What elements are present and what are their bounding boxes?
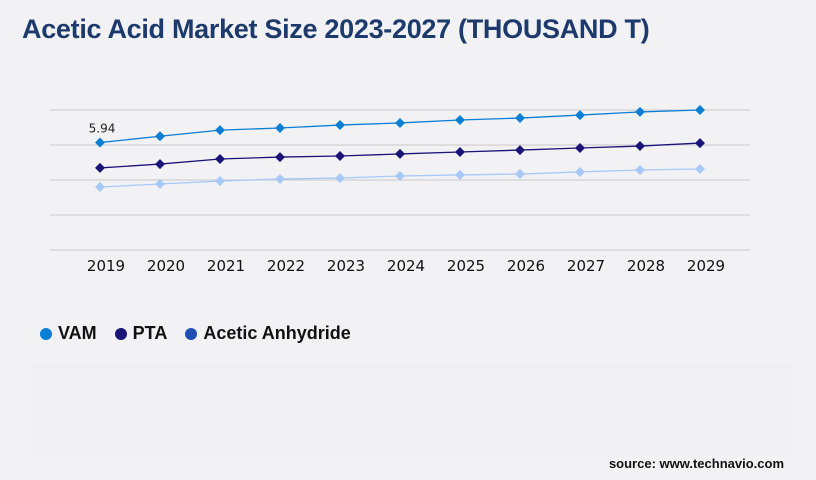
x-tick-label: 2021: [207, 257, 245, 275]
data-point-marker: [515, 145, 525, 156]
data-point-marker: [215, 176, 225, 187]
data-point-marker: [575, 110, 585, 121]
legend-item: VAM: [40, 323, 97, 344]
x-tick-label: 2019: [87, 257, 125, 275]
legend-item: PTA: [114, 323, 168, 344]
legend-marker-icon: [40, 327, 52, 340]
data-point-marker: [155, 179, 165, 190]
data-point-marker: [695, 163, 705, 174]
data-label: 5.94: [89, 122, 116, 136]
x-tick-label: 2024: [387, 257, 425, 275]
legend: VAM PTA Acetic Anhydride: [40, 323, 351, 344]
data-point-marker: [215, 125, 225, 136]
x-tick-label: 2028: [627, 257, 665, 275]
x-tick-label: 2020: [147, 257, 185, 275]
data-point-marker: [95, 137, 105, 148]
data-point-marker: [395, 170, 405, 181]
chart-title: Acetic Acid Market Size 2023-2027 (THOUS…: [22, 14, 650, 44]
data-point-marker: [515, 113, 525, 124]
data-point-marker: [635, 141, 645, 152]
data-point-marker: [335, 173, 345, 184]
data-point-marker: [575, 142, 585, 153]
data-point-marker: [275, 123, 285, 134]
data-point-marker: [395, 148, 405, 159]
data-point-marker: [335, 120, 345, 131]
data-point-marker: [635, 106, 645, 117]
data-point-marker: [155, 159, 165, 170]
source-text: source: www.technavio.com: [608, 456, 784, 471]
data-point-marker: [635, 165, 645, 176]
data-point-marker: [275, 173, 285, 184]
legend-item: Acetic Anhydride: [185, 323, 351, 344]
data-point-marker: [395, 117, 405, 128]
line-chart: 2019 2020 2021 2022 2023 2024 2025 2026 2027 2028…: [50, 105, 750, 275]
data-point-marker: [695, 105, 705, 115]
data-point-marker: [275, 152, 285, 163]
x-tick-label: 2023: [327, 257, 365, 275]
background-panel: [32, 365, 792, 455]
legend-label: VAM: [58, 323, 97, 343]
data-point-marker: [95, 182, 105, 192]
legend-marker-icon: [185, 327, 198, 340]
data-point-marker: [455, 114, 465, 125]
data-point-marker: [455, 147, 465, 157]
legend-label: PTA: [132, 323, 168, 343]
legend-label: Acetic Anhydride: [203, 323, 351, 343]
legend-marker-icon: [114, 327, 127, 340]
data-point-marker: [335, 151, 345, 162]
x-tick-label: 2022: [267, 257, 305, 275]
data-point-marker: [695, 138, 705, 149]
data-point-marker: [95, 162, 105, 173]
data-point-marker: [215, 154, 225, 164]
x-tick-label: 2026: [507, 257, 545, 275]
x-tick-label: 2029: [687, 257, 725, 275]
x-tick-label: 2027: [567, 257, 605, 275]
data-point-marker: [155, 131, 165, 142]
data-point-marker: [575, 166, 585, 177]
data-point-marker: [455, 169, 465, 180]
x-tick-label: 2025: [447, 257, 485, 275]
data-point-marker: [515, 169, 525, 180]
